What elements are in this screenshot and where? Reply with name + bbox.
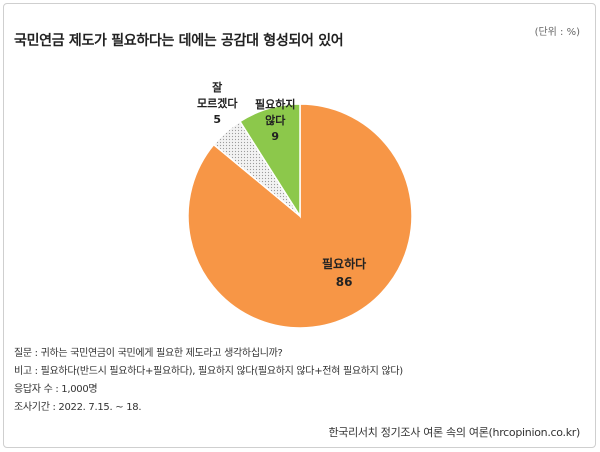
- label-not-necessary-line1: 필요하지: [255, 98, 296, 111]
- label-necessary-line1: 필요하다: [322, 257, 367, 271]
- chart-title: 국민연금 제도가 필요하다는 데에는 공감대 형성되어 있어: [14, 33, 344, 49]
- source-credit: 한국리서치 정기조사 여론 속의 여론(hrcopinion.co.kr): [328, 426, 580, 439]
- note-respondents: 응답자 수 : 1,000명: [14, 384, 98, 395]
- note-question: 질문 : 귀하는 국민연금이 국민에게 필요한 제도라고 생각하십니까?: [14, 348, 283, 359]
- label-unknown: 잘 모르겠다 5: [197, 80, 237, 128]
- label-necessary: 필요하다 86: [322, 255, 366, 291]
- pie-slice-2: [238, 103, 301, 219]
- note-remark: 비고 : 필요하다(반드시 필요하다+필요하다), 필요하지 않다(필요하지 않…: [14, 366, 403, 377]
- label-unknown-value: 5: [213, 113, 222, 126]
- label-not-necessary-value: 9: [271, 130, 280, 143]
- label-unknown-line2: 모르겠다: [197, 97, 238, 110]
- survey-notes: 질문 : 귀하는 국민연금이 국민에게 필요한 제도라고 생각하십니까? 비고 …: [14, 345, 403, 417]
- label-necessary-value: 86: [335, 275, 353, 289]
- label-unknown-line1: 잘: [212, 81, 223, 94]
- label-not-necessary: 필요하지 않다 9: [255, 97, 295, 145]
- unit-label: (단위 : %): [534, 27, 580, 38]
- label-not-necessary-line2: 않다: [265, 114, 286, 127]
- note-period: 조사기간 : 2022. 7.15. ~ 18.: [14, 402, 142, 413]
